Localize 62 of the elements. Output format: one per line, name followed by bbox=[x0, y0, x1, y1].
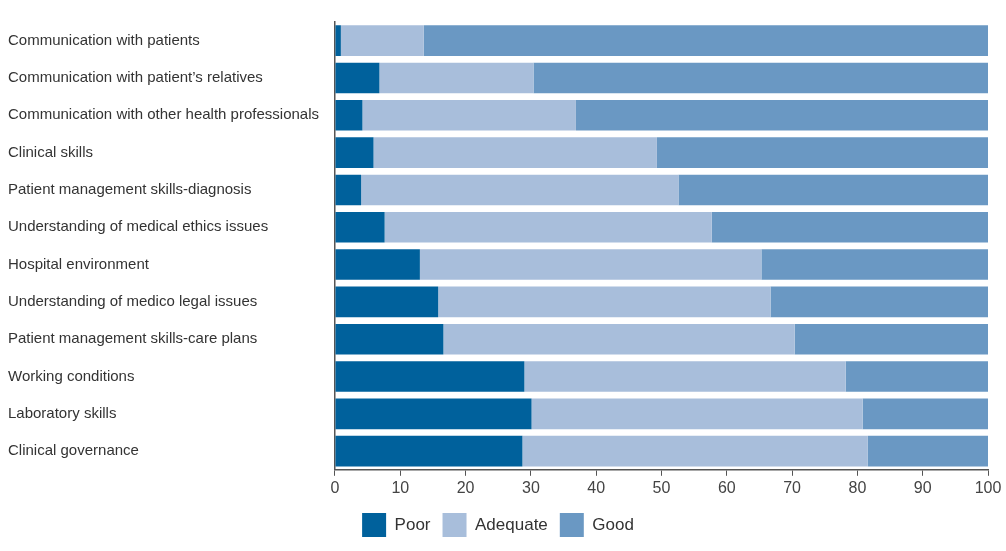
bar bbox=[419, 249, 762, 280]
bar bbox=[335, 361, 525, 392]
y-tick-label: Working conditions bbox=[8, 366, 135, 384]
bar bbox=[711, 211, 988, 243]
legend-label: Good bbox=[592, 514, 634, 534]
y-tick-label: Clinical skills bbox=[8, 142, 94, 160]
x-tick-label: 70 bbox=[783, 478, 802, 496]
bar bbox=[656, 137, 988, 168]
bar bbox=[335, 286, 439, 318]
y-tick-label: Understanding of medico legal issues bbox=[8, 292, 258, 310]
bar bbox=[443, 323, 795, 355]
x-tick-label: 80 bbox=[848, 478, 867, 496]
x-tick-label: 40 bbox=[587, 478, 606, 496]
bar bbox=[335, 137, 374, 168]
bar bbox=[794, 323, 988, 355]
y-tick-label: Clinical governance bbox=[8, 441, 139, 459]
bar bbox=[867, 435, 988, 467]
y-tick-label: Hospital environment bbox=[8, 254, 150, 272]
bar bbox=[335, 323, 444, 355]
bar bbox=[335, 249, 420, 280]
x-tick-label: 20 bbox=[456, 478, 475, 496]
y-tick-label: Communication with patients bbox=[8, 30, 200, 48]
bar bbox=[335, 25, 341, 56]
legend-label: Poor bbox=[394, 514, 431, 534]
y-tick-label: Communication with other health professionals bbox=[8, 105, 319, 123]
x-tick-label: 100 bbox=[974, 478, 1002, 496]
legend-label: Adequate bbox=[475, 514, 548, 534]
bar bbox=[524, 361, 846, 392]
bar bbox=[379, 62, 534, 94]
bar bbox=[373, 137, 657, 168]
bar bbox=[770, 286, 988, 318]
bar bbox=[761, 249, 988, 280]
bar bbox=[678, 174, 988, 206]
bar bbox=[335, 435, 523, 467]
bar bbox=[423, 25, 988, 56]
bar bbox=[845, 361, 988, 392]
bar bbox=[438, 286, 771, 318]
x-tick-label: 10 bbox=[391, 478, 410, 496]
bar bbox=[862, 398, 988, 430]
y-tick-label: Communication with patient’s relatives bbox=[8, 68, 263, 86]
bar bbox=[340, 25, 424, 56]
bar bbox=[522, 435, 868, 467]
y-tick-label: Patient management skills-care plans bbox=[8, 329, 258, 347]
x-tick-label: 60 bbox=[717, 478, 736, 496]
bar bbox=[335, 398, 532, 430]
bar bbox=[335, 211, 385, 243]
x-tick-label: 90 bbox=[913, 478, 932, 496]
x-tick-label: 50 bbox=[652, 478, 671, 496]
bar bbox=[533, 62, 988, 94]
x-tick-label: 0 bbox=[330, 478, 340, 496]
bar bbox=[531, 398, 863, 430]
y-tick-label: Understanding of medical ethics issues bbox=[8, 217, 269, 235]
y-tick-label: Patient management skills-diagnosis bbox=[8, 180, 252, 198]
bar bbox=[575, 99, 988, 131]
bar bbox=[335, 99, 363, 131]
bar bbox=[362, 99, 576, 131]
y-tick-label: Laboratory skills bbox=[8, 403, 117, 421]
bar bbox=[335, 174, 362, 206]
bar bbox=[384, 211, 712, 243]
bar bbox=[335, 62, 380, 94]
bar bbox=[361, 174, 679, 206]
x-tick-label: 30 bbox=[522, 478, 540, 496]
